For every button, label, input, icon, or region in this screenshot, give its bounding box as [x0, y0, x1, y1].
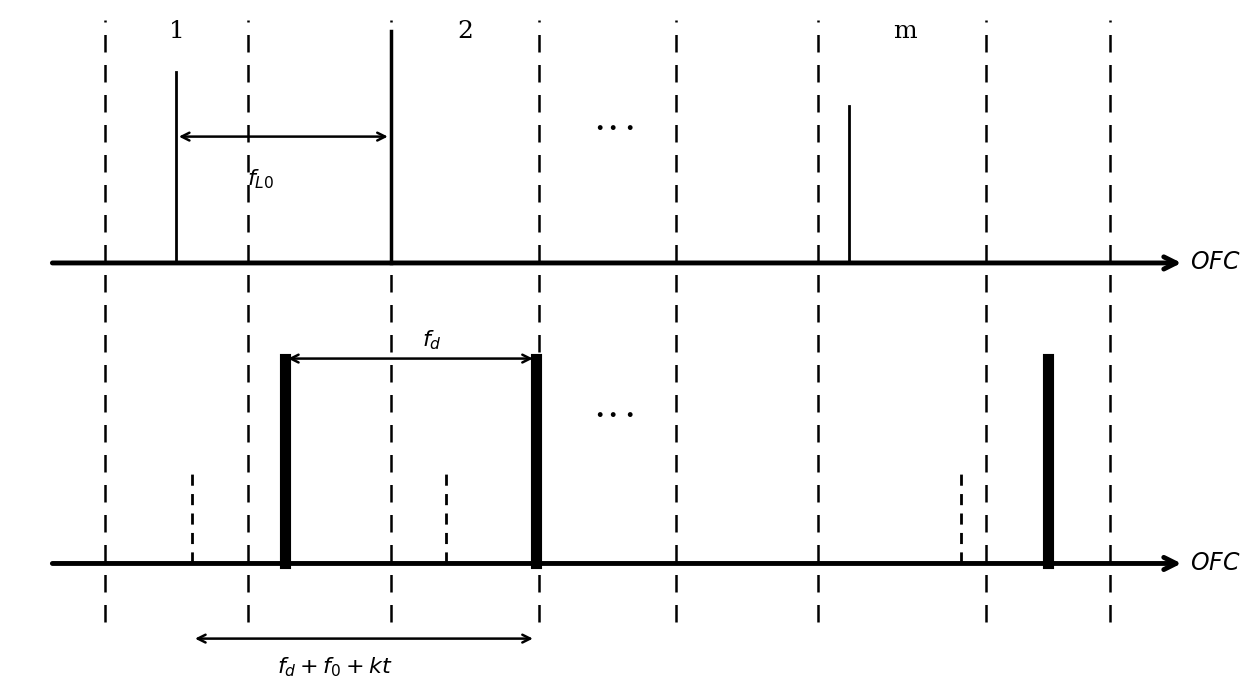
- Text: 1: 1: [170, 20, 185, 44]
- Text: $f_d$: $f_d$: [422, 328, 441, 352]
- Text: $OFC_2$: $OFC_2$: [1190, 550, 1240, 576]
- Text: $OFC_1$: $OFC_1$: [1190, 250, 1240, 276]
- Text: 2: 2: [458, 20, 472, 44]
- Text: $\bullet\bullet\bullet$: $\bullet\bullet\bullet$: [594, 404, 634, 422]
- Text: m: m: [893, 20, 918, 44]
- Text: $f_d + f_0 + kt$: $f_d + f_0 + kt$: [277, 656, 393, 680]
- Text: $f_{L0}$: $f_{L0}$: [247, 167, 274, 191]
- Text: $\bullet\bullet\bullet$: $\bullet\bullet\bullet$: [594, 117, 634, 135]
